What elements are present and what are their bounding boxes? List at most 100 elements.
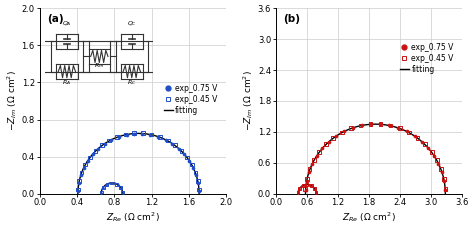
Point <box>325 140 333 144</box>
Point <box>130 131 138 135</box>
Point <box>100 142 108 146</box>
Point <box>98 190 105 194</box>
X-axis label: $Z_{Re}$ ($\Omega$ cm$^2$): $Z_{Re}$ ($\Omega$ cm$^2$) <box>106 210 160 224</box>
Point <box>441 188 449 192</box>
Point <box>98 191 105 194</box>
Point <box>155 135 162 139</box>
Point <box>185 159 193 163</box>
Point <box>148 133 155 136</box>
Point <box>75 179 83 183</box>
Point <box>428 150 436 154</box>
Point <box>309 185 316 188</box>
Point <box>114 183 122 187</box>
Point <box>106 139 113 142</box>
Point <box>414 136 421 139</box>
Point <box>119 191 127 194</box>
Point <box>89 153 96 156</box>
Point <box>86 155 93 159</box>
Point <box>94 147 102 150</box>
Y-axis label: $-Z_{Im}$ ($\Omega$ cm$^2$): $-Z_{Im}$ ($\Omega$ cm$^2$) <box>5 71 19 131</box>
Point <box>78 171 85 174</box>
Point <box>313 154 321 157</box>
Point <box>430 154 438 157</box>
Point <box>305 170 313 174</box>
Point <box>301 187 309 191</box>
Point <box>169 142 176 146</box>
Point <box>98 143 106 147</box>
Point <box>195 188 203 191</box>
Point <box>366 122 374 126</box>
Point <box>307 184 315 187</box>
Point <box>338 131 346 134</box>
Point <box>195 189 203 192</box>
Point <box>162 138 169 142</box>
Point <box>74 188 82 191</box>
Point <box>440 179 448 183</box>
Point <box>108 181 116 185</box>
Point <box>403 130 410 133</box>
Point <box>298 185 305 188</box>
Point <box>81 163 89 166</box>
Point <box>118 186 125 190</box>
Point <box>80 166 88 169</box>
Point <box>332 134 340 138</box>
Point <box>164 139 172 142</box>
Point <box>349 126 356 130</box>
Point <box>319 146 326 150</box>
Point <box>438 170 446 174</box>
Point <box>175 147 182 150</box>
Point <box>171 143 179 147</box>
X-axis label: $Z_{Re}$ ($\Omega$ cm$^2$): $Z_{Re}$ ($\Omega$ cm$^2$) <box>342 210 396 224</box>
Point <box>156 135 164 139</box>
Y-axis label: $-Z_{Im}$ ($\Omega$ cm$^2$): $-Z_{Im}$ ($\Omega$ cm$^2$) <box>241 71 255 131</box>
Point <box>192 173 200 177</box>
Point <box>103 182 111 186</box>
Point <box>118 190 126 194</box>
Point <box>440 177 448 181</box>
Point <box>294 191 302 194</box>
Point <box>312 191 320 194</box>
Point <box>122 133 129 136</box>
Point <box>123 133 130 136</box>
Point <box>347 126 355 130</box>
Point <box>100 185 107 189</box>
Point <box>146 133 154 136</box>
Point <box>418 140 426 144</box>
Point <box>139 132 146 135</box>
Point <box>113 182 120 186</box>
Point <box>396 126 404 130</box>
Point <box>442 187 449 191</box>
Point <box>315 150 323 154</box>
Point <box>302 188 310 192</box>
Point <box>181 153 188 156</box>
Point <box>411 134 419 138</box>
Point <box>299 184 307 187</box>
Point <box>102 183 109 187</box>
Point <box>433 158 441 162</box>
Point <box>421 142 429 146</box>
Point <box>311 187 319 191</box>
Point <box>310 186 318 190</box>
Point <box>77 173 85 177</box>
Point <box>329 136 337 139</box>
Point <box>113 135 121 139</box>
Point <box>183 155 191 159</box>
Point <box>99 186 106 190</box>
Legend: exp_0.75 V, exp_0.45 V, fitting: exp_0.75 V, exp_0.45 V, fitting <box>397 40 457 77</box>
Point <box>310 158 318 162</box>
Point <box>295 187 303 191</box>
Point <box>435 162 442 165</box>
Point <box>108 138 115 142</box>
Point <box>394 126 402 130</box>
Point <box>110 181 118 185</box>
Point <box>139 131 146 135</box>
Point <box>387 124 394 127</box>
Point <box>131 132 138 135</box>
Point <box>296 186 303 190</box>
Point <box>294 191 302 194</box>
Point <box>106 181 113 185</box>
Point <box>356 124 364 127</box>
Legend: exp_0.75 V, exp_0.45 V, fitting: exp_0.75 V, exp_0.45 V, fitting <box>161 81 220 118</box>
Point <box>376 123 384 126</box>
Point <box>305 183 313 187</box>
